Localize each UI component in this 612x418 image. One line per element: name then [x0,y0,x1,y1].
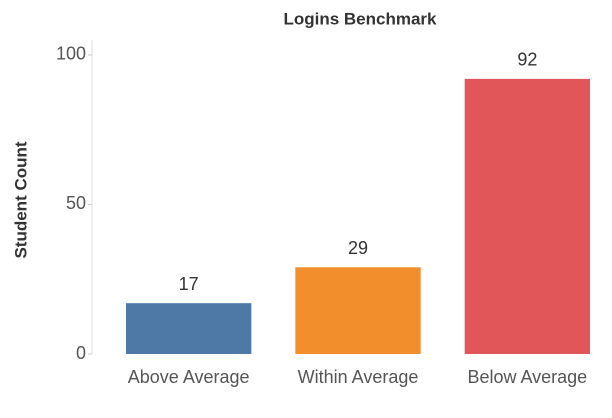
bar [126,303,252,354]
value-label: 29 [348,238,368,258]
bar [295,267,421,354]
y-axis-label: Student Count [11,141,30,258]
y-tick-label: 50 [66,193,86,213]
value-label: 17 [179,274,199,294]
y-tick-label: 100 [56,44,86,64]
x-tick-label: Below Average [467,367,587,387]
chart-title: Logins Benchmark [283,9,437,28]
bar [464,78,590,354]
value-label: 92 [517,50,537,70]
y-tick-label: 0 [76,343,86,363]
x-tick-label: Above Average [128,367,250,387]
x-tick-label: Within Average [298,367,419,387]
